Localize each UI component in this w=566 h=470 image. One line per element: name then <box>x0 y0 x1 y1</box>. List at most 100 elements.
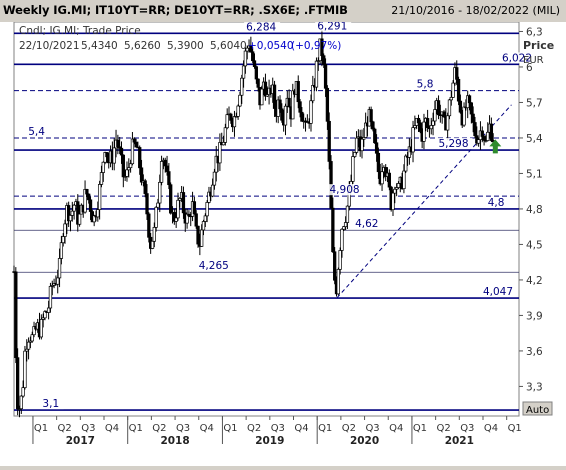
candle-body <box>467 95 472 104</box>
candle-body <box>353 152 357 157</box>
candle-body <box>154 206 158 228</box>
candle-body <box>413 125 417 128</box>
candle-body <box>473 122 477 137</box>
level-label-bg <box>315 20 352 32</box>
x-quarter-label: Q3 <box>460 423 474 434</box>
candle-body <box>376 152 381 173</box>
candle-body <box>229 113 233 121</box>
candle-body <box>39 319 43 338</box>
x-quarter-label: Q1 <box>129 423 143 434</box>
y-tick-label: 4,2 <box>526 275 543 287</box>
candle-body <box>280 108 284 121</box>
candle-body <box>88 199 93 212</box>
candle-body <box>50 285 54 287</box>
candle-body <box>338 250 342 270</box>
candle-body <box>77 213 82 225</box>
candle-body <box>158 181 162 204</box>
candle-body <box>196 225 200 245</box>
chart-frame: 6,284 6,291 6,022 5,8 5,4 5,298 4,908 4,8 4,62 4,… <box>0 20 566 466</box>
candle-body <box>207 191 211 203</box>
candle-body <box>139 167 144 183</box>
candle-body <box>167 171 171 186</box>
candle-body <box>225 114 229 129</box>
candle-body <box>159 161 164 183</box>
level-label: 4,62 <box>355 218 378 230</box>
level-label-bg <box>414 78 438 90</box>
candle-body <box>163 159 167 167</box>
candle-body <box>336 268 340 295</box>
candle-body <box>125 169 129 177</box>
y-axis-title: Price <box>523 39 554 52</box>
candle-body <box>331 207 335 253</box>
y-tick-label: 3,9 <box>526 310 543 322</box>
level-label: 6,284 <box>246 22 276 33</box>
readout-date: 22/10/2021 <box>19 40 80 52</box>
x-quarter-label: Q4 <box>484 423 498 434</box>
candle-body <box>404 155 408 172</box>
plot-area[interactable] <box>13 21 520 417</box>
candle-body <box>418 122 422 132</box>
candle-body <box>455 67 459 80</box>
candle-body <box>431 120 435 126</box>
candle-body <box>260 88 264 106</box>
y-tick-label: 3,3 <box>526 381 543 393</box>
x-quarter-label: Q2 <box>247 423 261 434</box>
candle-body <box>201 221 206 231</box>
price-chart[interactable]: 6,284 6,291 6,022 5,8 5,4 5,298 4,908 4,8 4,62 4,… <box>0 20 566 466</box>
candle-body <box>130 138 135 165</box>
candle-body <box>384 167 388 177</box>
candle-body <box>445 115 450 131</box>
scale-mode-label[interactable]: Auto <box>526 405 549 416</box>
level-label: 4,047 <box>483 286 513 298</box>
x-quarter-label: Q1 <box>34 423 48 434</box>
candle-body <box>203 215 207 222</box>
candle-body <box>387 172 391 188</box>
x-quarter-label: Q4 <box>105 423 119 434</box>
candle-body <box>99 172 104 185</box>
x-quarter-label: Q3 <box>81 423 95 434</box>
candle-body <box>251 51 255 62</box>
candle-body <box>476 139 481 144</box>
candle-body <box>429 125 433 130</box>
level-label: 4,8 <box>488 197 505 209</box>
candle-body <box>425 118 430 128</box>
candle-body <box>134 141 138 148</box>
candle-body <box>103 152 107 163</box>
candle-body <box>456 78 461 102</box>
candle-body <box>252 60 257 68</box>
scale-mode-button[interactable] <box>522 401 553 416</box>
candle-body <box>462 106 466 126</box>
readout-high: 5,6260 <box>124 40 161 52</box>
candle-body <box>41 317 45 320</box>
candle-body <box>309 100 313 124</box>
candle-body <box>291 90 295 120</box>
candle-body <box>205 202 209 217</box>
level-label: 5,8 <box>417 79 434 91</box>
candle-body <box>165 165 169 172</box>
candle-body <box>369 109 373 123</box>
y-tick-label: 5,7 <box>526 97 543 109</box>
candle-body <box>314 60 319 88</box>
candle-body <box>68 215 73 222</box>
y-axis: 3,3 3,6 3,9 4,2 4,5 4,8 5,1 5,4 5,7 6 6,3 <box>519 26 543 393</box>
candle-body <box>374 142 379 154</box>
x-quarter-label: Q2 <box>342 423 356 434</box>
candle-body <box>354 137 359 153</box>
ohlc-readout: 22/10/2021 5,4340 5,6260 5,3900 5,6040 +… <box>19 40 341 52</box>
candle-body <box>232 116 237 128</box>
candle-body <box>118 146 122 149</box>
candle-body <box>342 226 346 230</box>
candle-body <box>249 45 253 53</box>
x-quarter-label: Q3 <box>271 423 285 434</box>
up-arrow-icon <box>489 139 502 154</box>
x-quarter-label: Q3 <box>176 423 190 434</box>
candle-body <box>362 137 366 140</box>
candle-body <box>185 213 189 224</box>
x-quarter-label: Q4 <box>294 423 308 434</box>
candle-body <box>14 271 18 359</box>
candle-body <box>340 228 344 251</box>
candle-body <box>240 77 244 96</box>
date-range: 21/10/2016 - 18/02/2022 (MIL) <box>391 4 560 17</box>
candle-body <box>422 121 426 142</box>
candle-body <box>145 193 149 215</box>
